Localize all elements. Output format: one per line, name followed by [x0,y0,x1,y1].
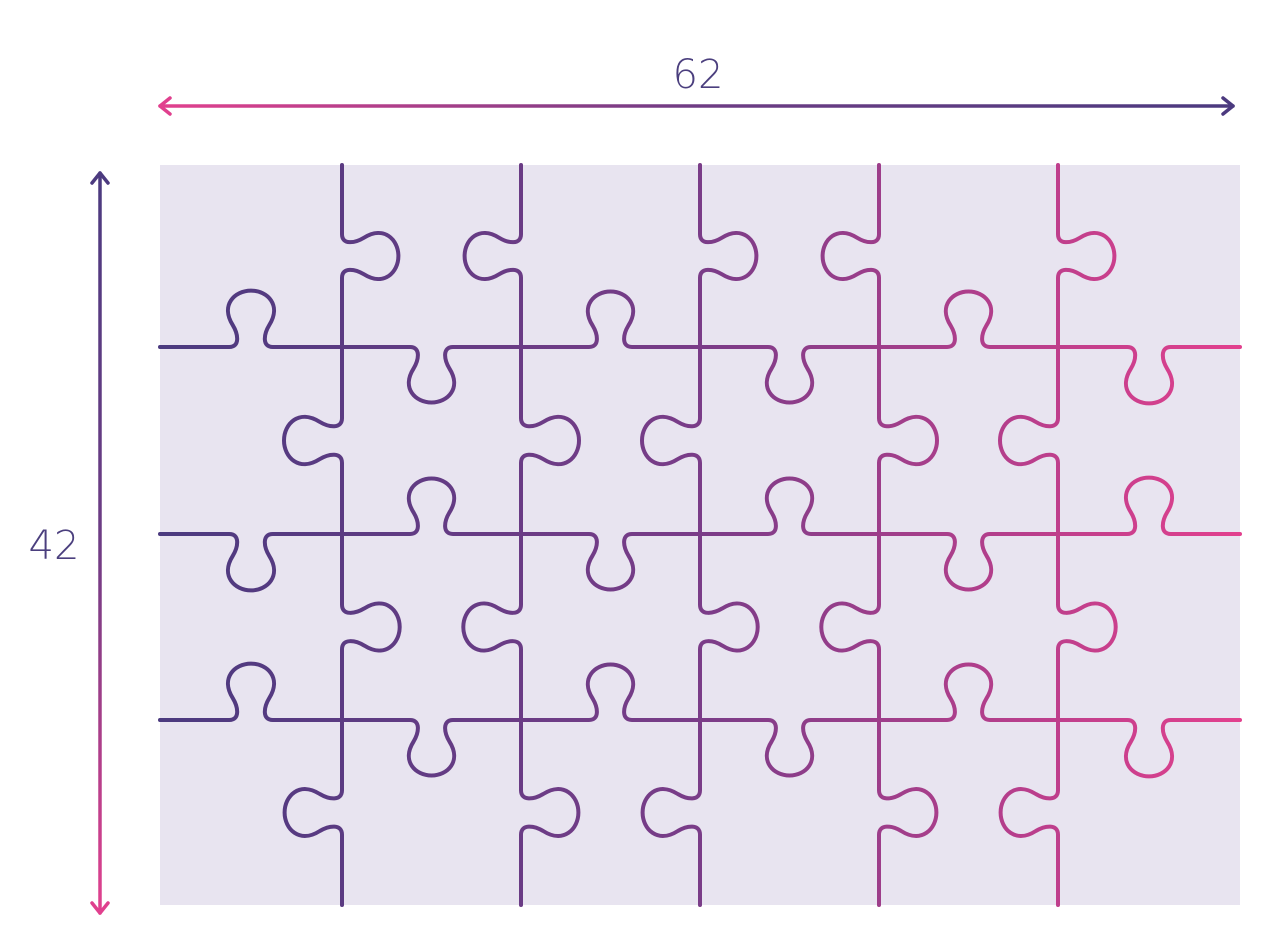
horizontal-cut-edge [519,662,702,722]
horizontal-cut-edge [1056,345,1242,406]
horizontal-cut-edge [1056,475,1242,536]
horizontal-cut-edge [340,345,523,405]
vertical-cut-edge [282,718,344,907]
horizontal-cut-edge [698,476,881,536]
vertical-cut-edge [640,718,702,907]
vertical-cut-edge [340,532,402,722]
vertical-cut-edge [698,163,759,349]
horizontal-cut-edge [698,345,881,405]
horizontal-cut-edge [877,532,1060,592]
vertical-cut-edge [698,532,760,722]
horizontal-cut-edge [1056,718,1242,779]
horizontal-cut-edge [158,661,344,722]
horizontal-cut-edge [877,662,1060,722]
vertical-cut-edge [1056,532,1118,722]
vertical-cut-edge [340,163,401,349]
horizontal-cut-edge [698,718,881,778]
vertical-cut-edge [998,345,1060,536]
horizontal-cut-edge [877,289,1060,349]
horizontal-cut-edge [158,288,344,349]
vertical-cut-edge [640,345,702,536]
horizontal-cut-edge [340,718,523,778]
horizontal-cut-edge [519,289,702,349]
width-label: 62 [673,52,724,98]
width-dimension-arrow [158,96,1235,116]
height-label: 42 [29,523,80,569]
puzzle-cut-lines [158,163,1242,907]
vertical-cut-edge [877,345,939,536]
horizontal-cut-edge [340,476,523,536]
vertical-cut-edge [519,345,581,536]
horizontal-cut-edge [158,532,344,593]
height-dimension-arrow [90,171,110,915]
vertical-cut-edge [820,163,881,349]
vertical-cut-edge [998,718,1060,907]
vertical-cut-edge [282,345,344,536]
vertical-cut-edge [519,718,581,907]
horizontal-cut-edge [519,532,702,592]
vertical-cut-edge [1056,163,1117,349]
vertical-cut-edge [461,532,523,722]
vertical-cut-edge [877,718,939,907]
vertical-cut-edge [819,532,881,722]
vertical-cut-edge [462,163,523,349]
